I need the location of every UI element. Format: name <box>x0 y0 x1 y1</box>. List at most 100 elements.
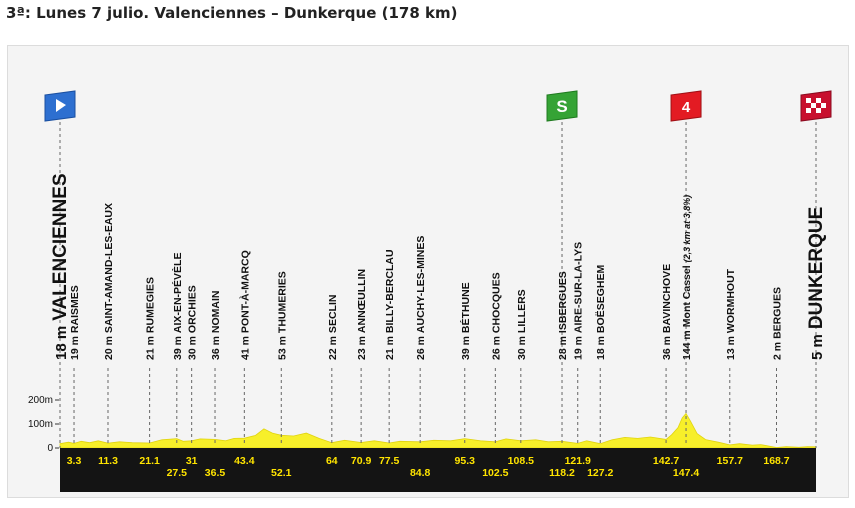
place-name: ORCHIES <box>187 285 199 333</box>
place-label-group: 30 m ORCHIES <box>187 285 199 360</box>
place-name: CHOCQUES <box>490 272 502 333</box>
km-label: 52.1 <box>271 467 292 479</box>
y-tick-label: 200m <box>28 395 53 406</box>
page-title: 3ª: Lunes 7 julio. Valenciennes – Dunker… <box>6 4 458 22</box>
road-band <box>60 448 816 492</box>
altitude-label: 21 m <box>384 336 396 360</box>
place-labels: 18 m VALENCIENNES 19 m RAISMES 20 m SAINT-AMA… <box>50 173 827 360</box>
place-label-group: 5 m DUNKERQUE <box>806 207 827 360</box>
profile-panel <box>7 45 849 498</box>
km-label: 21.1 <box>139 455 160 467</box>
sprint-marker-label: S <box>556 97 567 116</box>
altitude-label: 22 m <box>327 336 339 360</box>
km-label: 27.5 <box>167 467 188 479</box>
place-label: 26 m AUCHY-LES-MINES <box>415 236 427 360</box>
place-name: SECLIN <box>327 295 339 334</box>
place-label: 5 m DUNKERQUE <box>806 207 827 360</box>
altitude-label: 18 m <box>53 326 70 360</box>
place-name: NOMAIN <box>210 290 222 333</box>
km-label: 84.8 <box>410 467 431 479</box>
altitude-label: 36 m <box>661 336 673 360</box>
km-label: 157.7 <box>717 455 743 467</box>
start-flag-icon <box>44 90 76 122</box>
altitude-label: 21 m <box>145 336 157 360</box>
place-label-group: 36 m NOMAIN <box>210 290 222 360</box>
altitude-label: 26 m <box>490 336 502 360</box>
place-label: 23 m ANNŒULLIN <box>356 269 368 360</box>
leader-lines <box>59 122 817 448</box>
place-label-group: 39 m AIX-EN-PÉVÈLE <box>171 253 184 360</box>
km-label: 102.5 <box>482 467 508 479</box>
place-label-group: 23 m ANNŒULLIN <box>356 269 368 360</box>
place-name: RAISMES <box>69 285 81 333</box>
place-label: 18 m BOËSEGHEM <box>594 265 607 360</box>
altitude-label: 41 m <box>239 336 251 360</box>
km-label: 118.2 <box>549 467 575 479</box>
altitude-label: 30 m <box>187 336 199 360</box>
km-label: 121.9 <box>565 455 591 467</box>
place-label-group: 22 m SECLIN <box>327 295 339 360</box>
y-axis: 200m 100m 0 <box>28 395 59 454</box>
place-label: 19 m AIRE-SUR-LA-LYS <box>573 242 585 360</box>
place-label-group: 21 m RUMEGIES <box>145 277 157 360</box>
place-name: BERGUES <box>772 287 784 339</box>
altitude-label: 20 m <box>103 336 115 360</box>
altitude-label: 28 m <box>557 336 569 360</box>
place-label: 53 m THUMERIES <box>276 271 288 360</box>
place-label: 18 m VALENCIENNES <box>50 173 71 360</box>
altitude-label: 13 m <box>725 336 737 360</box>
km-labels: 3.3 11.3 21.1 27.531 36.5 43.4 52.1 64 70.9 77.5 8… <box>67 455 790 479</box>
place-label-group: 19 m RAISMES <box>69 285 81 360</box>
place-name: VALENCIENNES <box>50 173 71 320</box>
place-label-group: 13 m WORMHOUT <box>725 268 737 360</box>
place-label: 20 m SAINT-AMAND-LES-EAUX <box>103 203 115 360</box>
km-label: 3.3 <box>67 455 82 467</box>
place-label-group: 53 m THUMERIES <box>276 271 288 360</box>
altitude-label: 2 m <box>772 342 784 360</box>
climb-flag-icon: 4 <box>670 90 702 122</box>
km-label: 31 <box>186 455 198 467</box>
place-label: 36 m BAVINCHOVE <box>661 264 673 360</box>
place-label: 13 m WORMHOUT <box>725 268 737 360</box>
km-label: 36.5 <box>205 467 226 479</box>
place-label-group: 39 m BÉTHUNE <box>459 282 472 360</box>
km-label: 168.7 <box>763 455 789 467</box>
km-label: 77.5 <box>379 455 400 467</box>
place-name: PONT-À-MARCQ <box>238 250 251 333</box>
place-label: 144 m Mont Cassel (2,3 km at 3,8%) <box>681 195 693 360</box>
place-name: THUMERIES <box>276 271 288 333</box>
km-label: 11.3 <box>98 455 118 467</box>
km-label: 95.3 <box>455 455 476 467</box>
finish-flag-icon <box>800 90 832 122</box>
altitude-label: 30 m <box>516 336 528 360</box>
altitude-label: 39 m <box>460 336 472 360</box>
climb-category-label: 4 <box>682 99 691 116</box>
place-label-group: 26 m AUCHY-LES-MINES <box>415 236 427 360</box>
place-label: 39 m BÉTHUNE <box>459 282 472 360</box>
km-label: 43.4 <box>234 455 255 467</box>
place-label-group: 36 m BAVINCHOVE <box>661 264 673 360</box>
place-name: RUMEGIES <box>145 277 157 333</box>
place-name: Mont Cassel <box>681 265 693 327</box>
place-label-group: 28 m ISBERGUES <box>557 271 569 360</box>
elevation-area <box>59 412 817 449</box>
altitude-label: 144 m <box>681 330 693 360</box>
place-label-group: 144 m Mont Cassel (2,3 km at 3,8%) <box>681 195 693 360</box>
place-label: 30 m ORCHIES <box>187 285 199 360</box>
km-label: 64 <box>326 455 338 467</box>
climb-note: (2,3 km at 3,8%) <box>682 195 692 263</box>
place-label: 2 m BERGUES <box>772 287 784 360</box>
km-label: 142.7 <box>653 455 679 467</box>
altitude-label: 5 m <box>809 334 826 360</box>
place-label-group: 21 m BILLY-BERCLAU <box>384 249 396 360</box>
place-label: 21 m RUMEGIES <box>145 277 157 360</box>
place-label-group: 26 m CHOCQUES <box>490 272 502 360</box>
place-name: LILLERS <box>516 289 528 333</box>
place-name: WORMHOUT <box>725 268 737 333</box>
place-label: 26 m CHOCQUES <box>490 272 502 360</box>
sprint-flag-icon: S <box>546 90 578 122</box>
altitude-label: 39 m <box>172 336 184 360</box>
y-tick-label: 100m <box>28 419 53 430</box>
